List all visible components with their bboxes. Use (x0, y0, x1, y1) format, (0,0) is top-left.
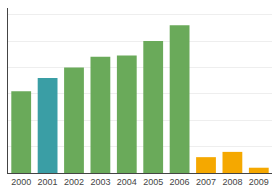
svg-text:2005: 2005 (143, 177, 163, 187)
svg-text:2003: 2003 (90, 177, 110, 187)
svg-text:2001: 2001 (38, 177, 58, 187)
svg-text:2009: 2009 (249, 177, 269, 187)
svg-text:2000: 2000 (11, 177, 31, 187)
svg-text:2004: 2004 (117, 177, 137, 187)
svg-text:2008: 2008 (222, 177, 242, 187)
svg-text:2002: 2002 (64, 177, 84, 187)
svg-text:2006: 2006 (170, 177, 190, 187)
svg-text:2007: 2007 (196, 177, 216, 187)
